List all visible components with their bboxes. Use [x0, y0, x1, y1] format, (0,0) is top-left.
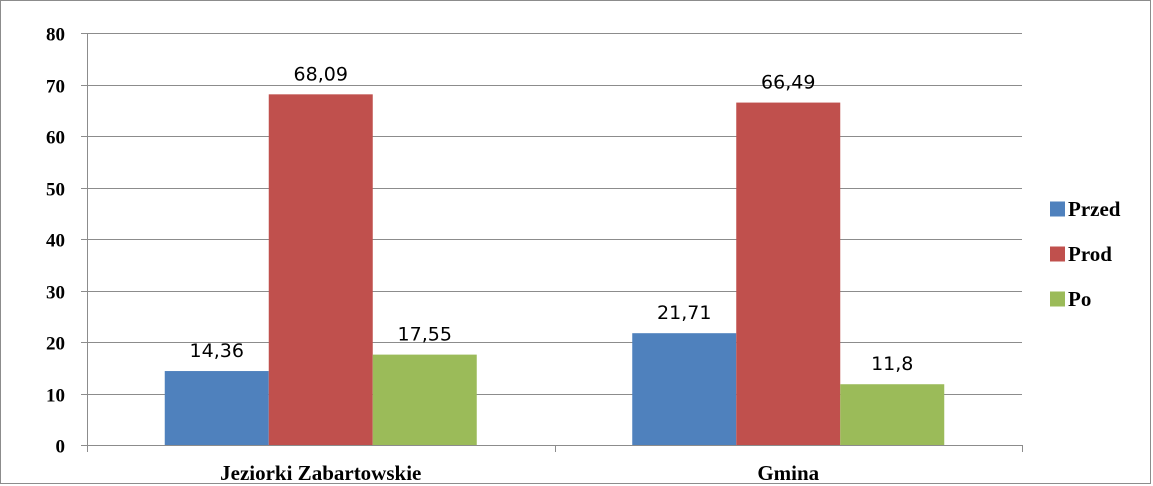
bar-po-1: [840, 384, 945, 445]
legend-label-prod: Prod: [1068, 242, 1112, 266]
bar-po-0: [372, 354, 477, 445]
data-label-przed-1: 21,71: [657, 302, 711, 324]
y-tick-label-60: 60: [46, 128, 65, 149]
y-tick-label-20: 20: [46, 334, 65, 355]
data-label-po-0: 17,55: [398, 324, 452, 346]
legend-swatch-przed: [1050, 201, 1065, 217]
y-tick-label-70: 70: [46, 77, 65, 98]
legend-swatch-po: [1050, 291, 1065, 307]
data-label-przed-0: 14,36: [190, 340, 244, 362]
y-tick-label-80: 80: [46, 25, 65, 46]
y-tick-label-40: 40: [46, 231, 65, 252]
y-tick-label-30: 30: [46, 283, 65, 304]
legend-swatch-prod: [1050, 246, 1065, 262]
y-tick-label-50: 50: [46, 180, 65, 201]
x-category-label-0: Jeziorki Zabartowskie: [220, 461, 421, 485]
bar-prod-0: [268, 94, 373, 446]
data-label-prod-0: 68,09: [294, 63, 348, 85]
y-tick-label-10: 10: [46, 386, 65, 407]
y-tick-label-0: 0: [56, 437, 66, 458]
bar-przed-1: [632, 333, 737, 445]
data-label-po-1: 11,8: [871, 353, 913, 375]
bar-przed-0: [164, 371, 269, 445]
legend-label-przed: Przed: [1068, 197, 1121, 221]
data-label-prod-1: 66,49: [761, 72, 815, 94]
x-category-label-1: Gmina: [757, 461, 819, 485]
bar-prod-1: [736, 102, 841, 445]
legend-label-po: Po: [1068, 287, 1091, 311]
